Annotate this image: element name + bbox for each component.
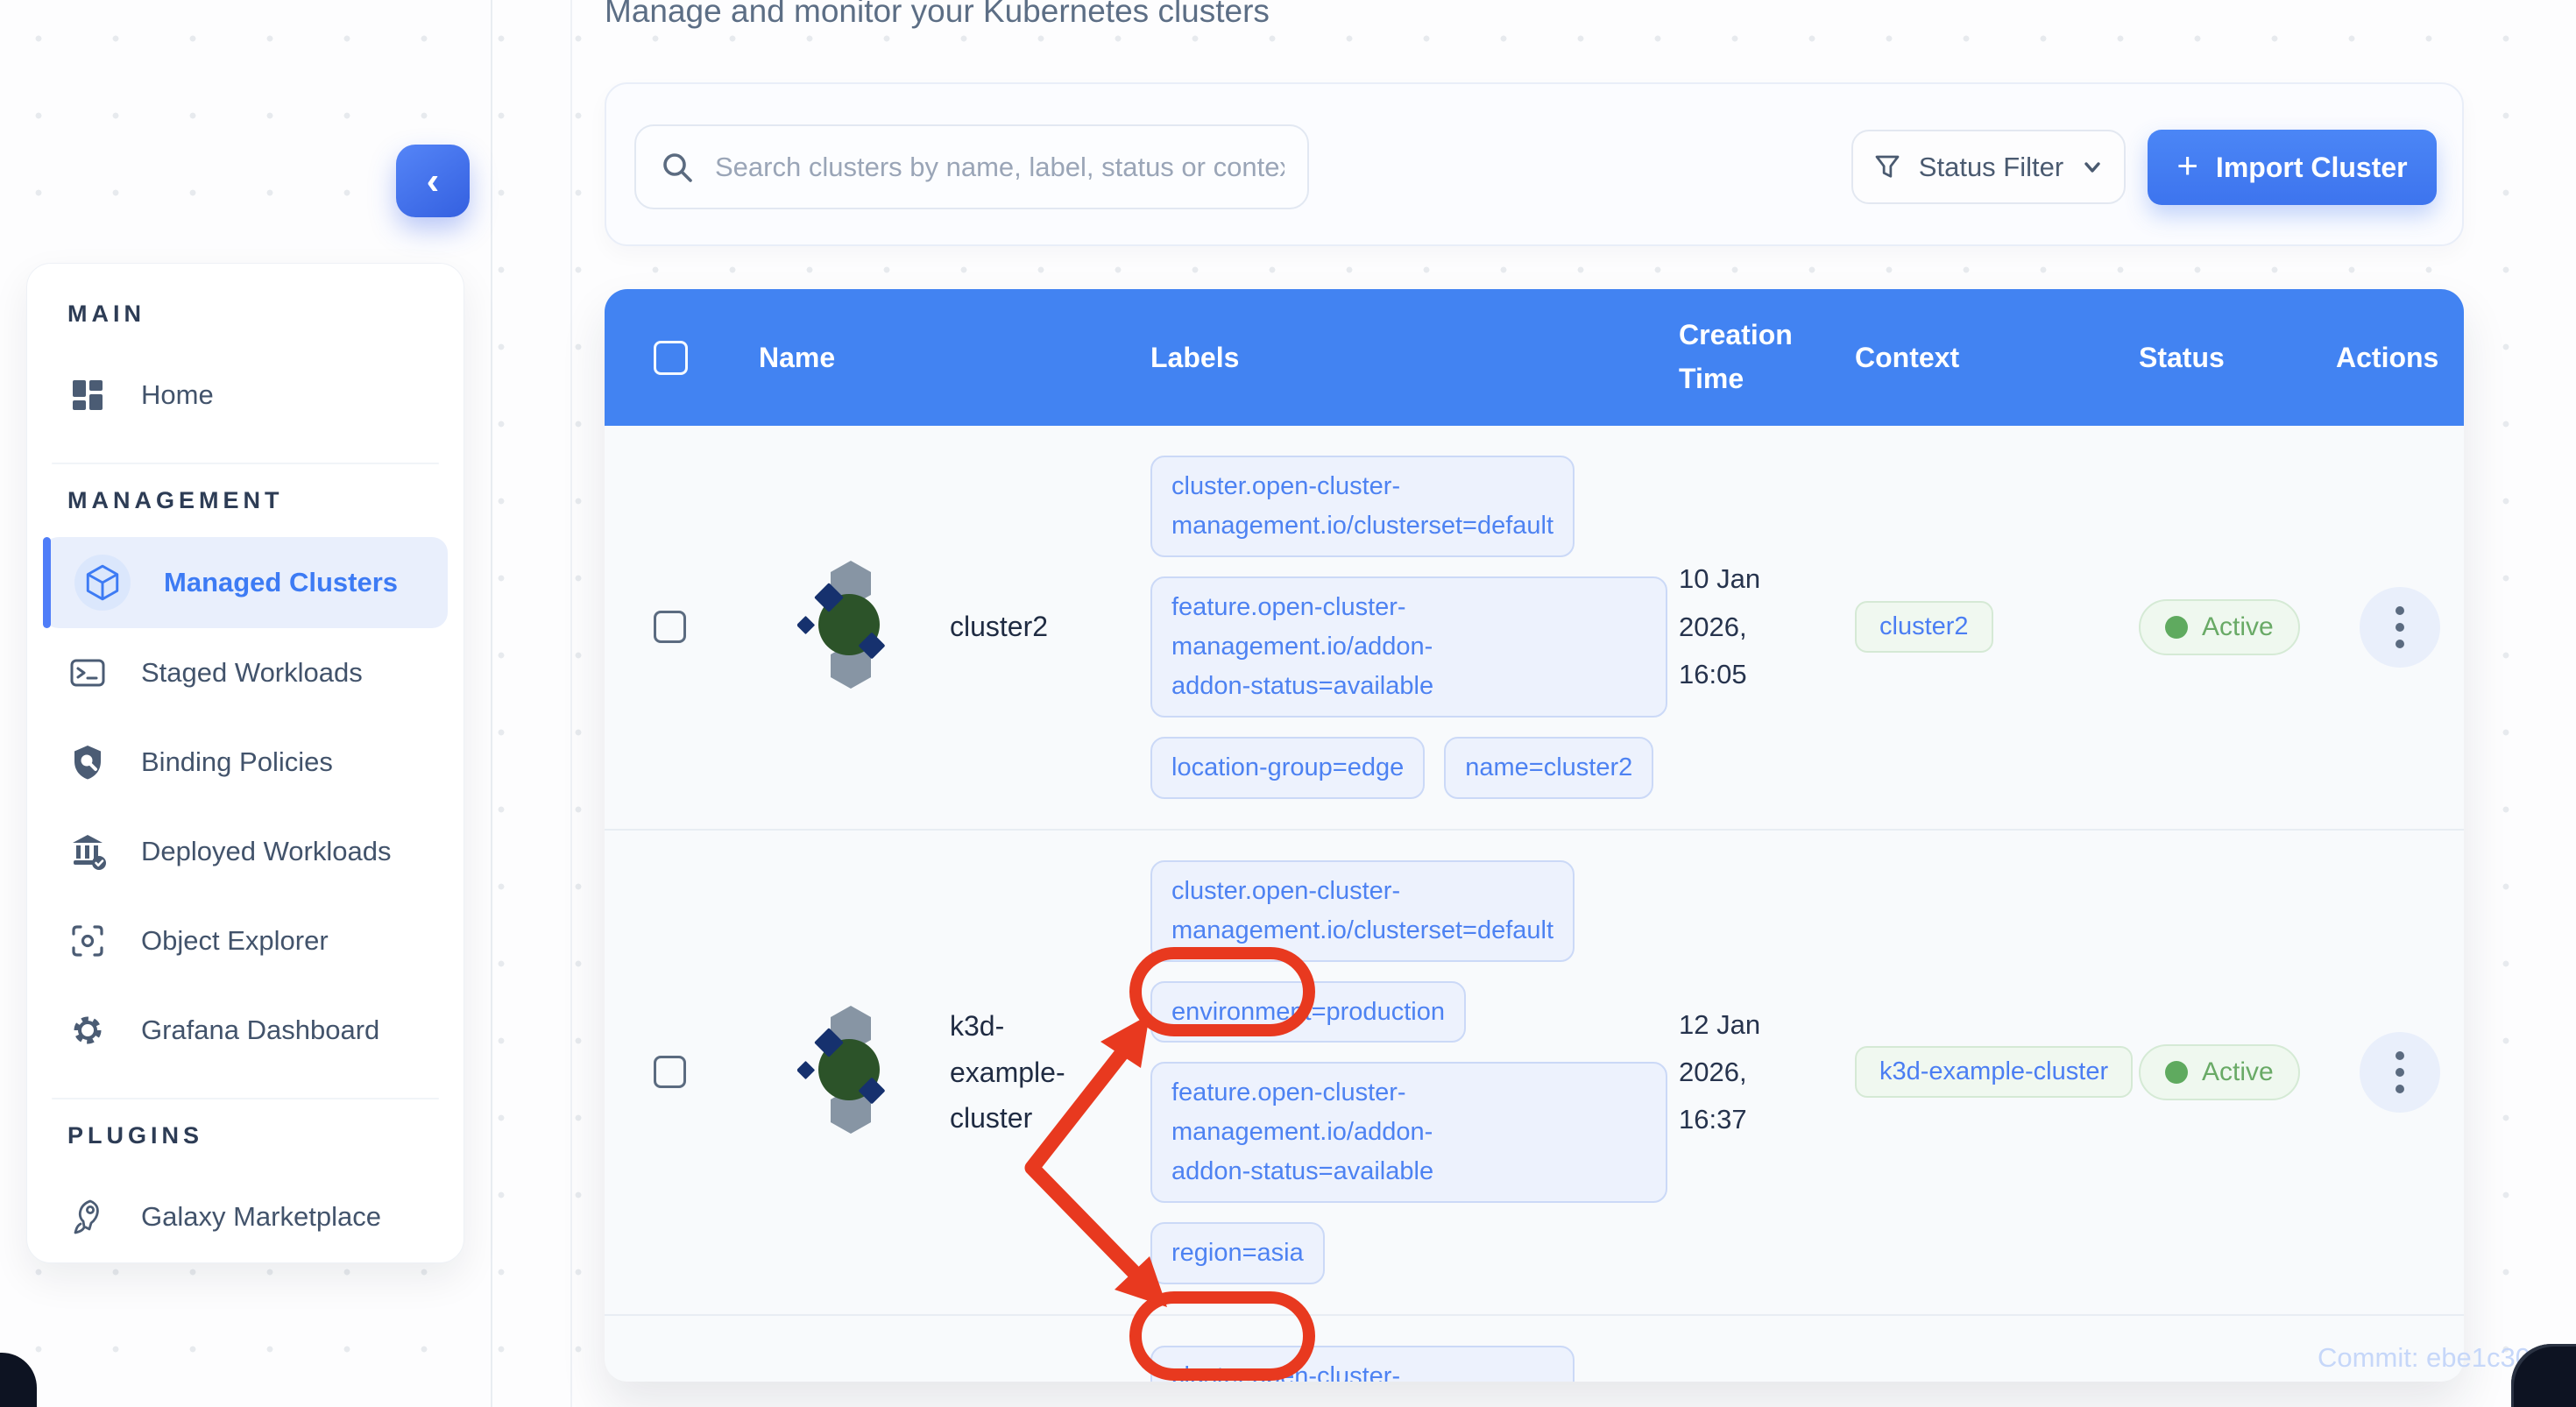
toolbar: Status Filter + Import Cluster xyxy=(605,82,2464,246)
page-divider-line xyxy=(491,0,492,1407)
sidebar-section-label: MAIN xyxy=(67,300,145,327)
sidebar-item-label: Grafana Dashboard xyxy=(141,1015,380,1045)
sidebar-collapse-button[interactable]: ‹ xyxy=(396,145,470,217)
label-chip: cluster.open-cluster- management.io/clus… xyxy=(1150,1346,1575,1382)
column-header-labels: Labels xyxy=(1150,341,1240,373)
sidebar-item-binding-policies[interactable]: Binding Policies xyxy=(27,718,464,807)
label-chip: feature.open-cluster-management.io/addon… xyxy=(1150,1062,1667,1204)
sidebar-divider xyxy=(52,1098,439,1099)
shield-icon xyxy=(67,742,108,782)
sidebar-divider xyxy=(52,463,439,464)
table-header-row: Name Labels Creation Time Context Status Acti… xyxy=(605,289,2464,426)
content-edge-line xyxy=(570,0,572,1407)
row-actions-button[interactable] xyxy=(2360,586,2440,668)
sidebar-section-label: MANAGEMENT xyxy=(67,487,284,513)
cluster-logo-icon xyxy=(796,1006,885,1135)
labels-cell: cluster.open-cluster- management.io/clus… xyxy=(1150,859,1679,1285)
row-actions-button[interactable] xyxy=(2360,1031,2440,1113)
scan-icon xyxy=(67,921,108,961)
sidebar-item-label: Binding Policies xyxy=(141,746,333,777)
table-body: cluster2 cluster.open-cluster- managemen… xyxy=(605,426,2464,1382)
gear-icon xyxy=(67,1010,108,1050)
label-chip: cluster.open-cluster- management.io/clus… xyxy=(1150,859,1575,962)
import-cluster-button[interactable]: + Import Cluster xyxy=(2148,130,2437,205)
sidebar-item-deployed-workloads[interactable]: Deployed Workloads xyxy=(27,807,464,896)
labels-cell: cluster.open-cluster- management.io/clus… xyxy=(1150,456,1679,799)
select-all-checkbox[interactable] xyxy=(654,340,688,375)
cluster-name: k3d-example-cluster xyxy=(950,1009,1065,1135)
sidebar-item-staged-workloads[interactable]: Staged Workloads xyxy=(27,628,464,718)
label-chip: name=cluster2 xyxy=(1444,736,1654,799)
status-dot-icon xyxy=(2165,615,2188,639)
creation-time: 10 Jan 2026, 16:05 xyxy=(1679,563,1761,689)
column-header-status: Status xyxy=(2139,341,2225,373)
sidebar-item-home[interactable]: Home xyxy=(27,350,464,440)
context-badge: k3d-example-cluster xyxy=(1855,1046,2134,1099)
chevron-left-icon: ‹ xyxy=(426,159,440,202)
creation-time: 12 Jan 2026, 16:37 xyxy=(1679,1008,1761,1135)
sidebar-item-label: Galaxy Marketplace xyxy=(141,1201,381,1232)
table-row: cluster2 cluster.open-cluster- managemen… xyxy=(605,426,2464,829)
kebab-icon xyxy=(2396,605,2404,615)
table-row: k3d-example-cluster cluster.open-cluster… xyxy=(605,828,2464,1315)
column-header-actions: Actions xyxy=(2336,341,2439,373)
page-subtitle: Manage and monitor your Kubernetes clust… xyxy=(605,0,1270,29)
bottom-left-corner-widget xyxy=(0,1353,37,1407)
label-chip: cluster.open-cluster- management.io/clus… xyxy=(1150,456,1575,557)
context-badge: cluster2 xyxy=(1855,601,1993,654)
status-badge: Active xyxy=(2139,1043,2300,1100)
cluster-name: cluster2 xyxy=(950,611,1049,643)
sidebar: MAIN Home MANAGEMENT Managed Clusters Staged… xyxy=(26,263,464,1263)
rocket-icon xyxy=(67,1197,108,1237)
sidebar-item-label: Object Explorer xyxy=(141,925,329,956)
search-icon xyxy=(659,149,696,186)
status-filter-label: Status Filter xyxy=(1918,151,2064,182)
sidebar-item-label: Deployed Workloads xyxy=(141,836,392,866)
label-chip: location-group=edge xyxy=(1150,736,1426,799)
sidebar-section-label: PLUGINS xyxy=(67,1122,204,1149)
sidebar-item-grafana-dashboard[interactable]: Grafana Dashboard xyxy=(27,986,464,1075)
cluster-name-cell: cluster2 xyxy=(736,555,1150,698)
labels-cell: cluster.open-cluster- management.io/clus… xyxy=(1150,1346,1679,1382)
column-header-name: Name xyxy=(759,341,836,373)
sidebar-item-object-explorer[interactable]: Object Explorer xyxy=(27,896,464,986)
home-icon xyxy=(67,375,108,415)
sidebar-item-label: Staged Workloads xyxy=(141,657,363,688)
clusters-table: Name Labels Creation Time Context Status Acti… xyxy=(605,289,2464,1382)
row-checkbox[interactable] xyxy=(654,611,686,644)
kebab-icon xyxy=(2396,1050,2404,1060)
search-input[interactable] xyxy=(715,151,1284,183)
status-dot-icon xyxy=(2165,1060,2188,1084)
sidebar-item-galaxy-marketplace[interactable]: Galaxy Marketplace xyxy=(27,1172,464,1262)
filter-funnel-icon xyxy=(1872,152,1903,183)
status-filter-button[interactable]: Status Filter xyxy=(1851,130,2126,204)
label-chip: region=asia xyxy=(1150,1222,1325,1285)
cube-icon xyxy=(74,555,131,611)
chevron-down-icon xyxy=(2079,154,2105,180)
table-row: cluster1 cluster.open-cluster- managemen… xyxy=(605,1314,2464,1382)
column-header-creation-time: Creation Time xyxy=(1679,319,1793,394)
terminal-icon xyxy=(67,653,108,693)
import-cluster-label: Import Cluster xyxy=(2215,151,2408,183)
sidebar-item-label: Managed Clusters xyxy=(164,567,399,597)
cluster-name-cell: k3d-example-cluster xyxy=(736,1000,1150,1143)
sidebar-item-managed-clusters[interactable]: Managed Clusters xyxy=(43,537,448,628)
label-chip: environment=production xyxy=(1150,980,1466,1043)
row-checkbox[interactable] xyxy=(654,1056,686,1089)
column-header-context: Context xyxy=(1855,341,1960,373)
label-chip: feature.open-cluster-management.io/addon… xyxy=(1150,576,1667,718)
bank-icon xyxy=(67,831,108,872)
status-badge: Active xyxy=(2139,598,2300,655)
cluster-logo-icon xyxy=(796,561,885,689)
search-box[interactable] xyxy=(634,124,1309,209)
sidebar-item-label: Home xyxy=(141,379,214,410)
commit-watermark: Commit: ebe1c30 xyxy=(2318,1342,2530,1373)
